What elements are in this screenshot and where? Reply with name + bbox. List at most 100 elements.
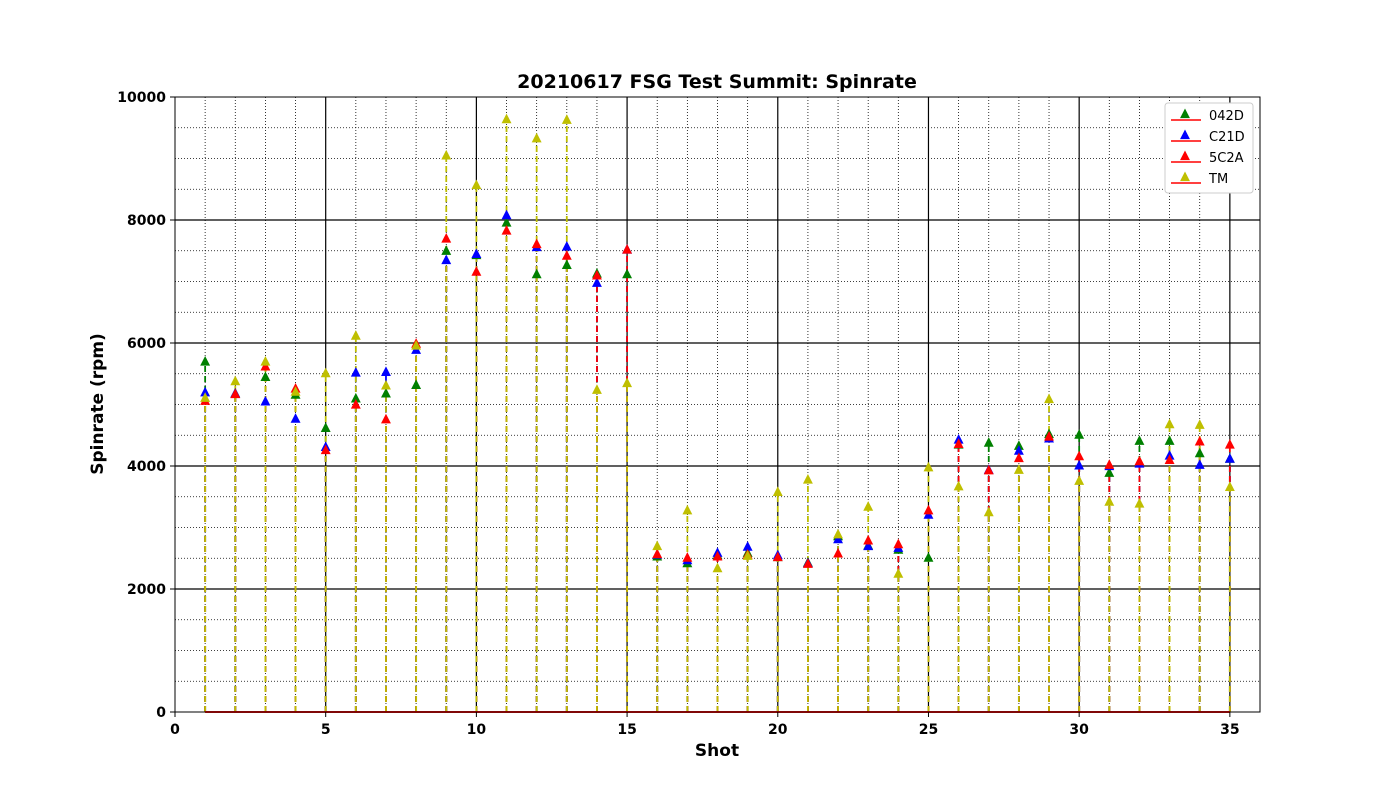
marker-TM (320, 367, 331, 378)
marker-042D (1134, 435, 1145, 445)
y-tick-label: 8000 (127, 213, 166, 229)
marker-042D (1013, 440, 1024, 450)
marker-C21D (350, 367, 361, 377)
marker-TM (290, 386, 301, 396)
marker-TM (350, 330, 361, 340)
marker-TM (1164, 418, 1175, 429)
x-tick-label: 10 (467, 722, 487, 738)
marker-5C2A (381, 413, 391, 424)
marker-042D (441, 245, 452, 255)
legend-box (1164, 102, 1254, 194)
marker-5C2A (1013, 452, 1024, 463)
legend-label-TM: TM (1208, 172, 1228, 187)
marker-5C2A (471, 266, 482, 276)
marker-C21D (290, 413, 301, 423)
legend-marker-042D (1180, 108, 1190, 119)
marker-TM (742, 550, 753, 560)
marker-C21D (561, 240, 572, 251)
marker-042D (260, 371, 271, 381)
marker-5C2A (1194, 435, 1205, 446)
marker-C21D (742, 541, 753, 551)
marker-TM (531, 132, 542, 143)
marker-C21D (1013, 445, 1024, 455)
marker-TM (1104, 496, 1115, 506)
marker-TM (1013, 464, 1024, 474)
marker-042D (1164, 435, 1175, 445)
marker-5C2A (230, 388, 241, 399)
plot-frame (174, 96, 1261, 713)
marker-5C2A (1224, 438, 1235, 449)
legend-label-C21D: C21D (1209, 130, 1245, 145)
x-tick-label: 5 (321, 722, 331, 738)
data-markers (200, 113, 1235, 578)
marker-C21D (591, 277, 602, 287)
y-axis-ticks: 0 2000 4000 6000 8000 10000 (117, 90, 175, 721)
marker-042D (561, 259, 572, 270)
marker-5C2A (1104, 459, 1115, 469)
marker-5C2A (712, 550, 723, 561)
marker-5C2A (1164, 454, 1175, 464)
marker-C21D (260, 395, 271, 406)
chart-title: 20210617 FSG Test Summit: Spinrate (517, 71, 917, 93)
marker-TM (863, 501, 874, 511)
marker-042D (622, 268, 633, 279)
marker-TM (802, 474, 813, 484)
marker-042D (200, 355, 211, 366)
marker-042D (1194, 447, 1205, 458)
marker-C21D (833, 533, 844, 544)
marker-C21D (863, 540, 874, 551)
marker-TM (591, 384, 602, 394)
marker-5C2A (350, 399, 361, 409)
marker-TM (1074, 475, 1085, 485)
marker-5C2A (561, 250, 572, 260)
marker-042D (1074, 429, 1085, 439)
marker-5C2A (320, 444, 331, 455)
marker-TM (983, 506, 994, 517)
x-tick-label: 20 (768, 722, 788, 738)
marker-042D (350, 392, 361, 403)
x-tick-label: 0 (170, 722, 180, 738)
marker-5C2A (1074, 450, 1085, 461)
marker-5C2A (802, 558, 813, 568)
legend-marker-C21D (1180, 129, 1190, 140)
x-tick-label: 15 (617, 722, 636, 738)
marker-TM (1134, 498, 1145, 508)
marker-TM (260, 355, 271, 366)
marker-TM (381, 379, 391, 390)
x-tick-label: 35 (1220, 722, 1239, 738)
y-axis-label: Spinrate (rpm) (88, 333, 108, 475)
marker-042D (1104, 467, 1115, 477)
marker-5C2A (893, 538, 904, 549)
marker-042D (983, 437, 994, 447)
legend-marker-5C2A (1180, 150, 1190, 161)
marker-TM (893, 568, 904, 578)
marker-TM (441, 149, 452, 160)
marker-042D (411, 379, 422, 389)
marker-5C2A (531, 238, 542, 249)
legend-label-042D: 042D (1209, 109, 1244, 124)
marker-5C2A (1134, 455, 1145, 466)
marker-C21D (441, 254, 452, 265)
marker-5C2A (622, 244, 633, 254)
marker-TM (1224, 481, 1235, 492)
marker-TM (833, 528, 844, 539)
y-tick-label: 6000 (127, 336, 166, 352)
marker-C21D (200, 386, 211, 397)
y-tick-label: 0 (156, 705, 166, 721)
marker-TM (953, 480, 964, 491)
marker-TM (923, 461, 934, 472)
x-tick-label: 25 (919, 722, 938, 738)
marker-TM (471, 179, 482, 190)
legend: 042D C21D 5C2A TM (1164, 102, 1254, 194)
marker-C21D (1074, 459, 1085, 470)
x-axis-ticks: 0 5 10 15 20 25 30 35 (170, 712, 1240, 738)
legend-marker-TM (1180, 171, 1190, 182)
marker-5C2A (833, 547, 844, 558)
marker-5C2A (772, 551, 783, 562)
marker-C21D (1224, 453, 1235, 463)
marker-TM (772, 486, 783, 496)
marker-TM (1194, 419, 1205, 429)
marker-5C2A (260, 360, 271, 371)
marker-5C2A (501, 224, 512, 235)
